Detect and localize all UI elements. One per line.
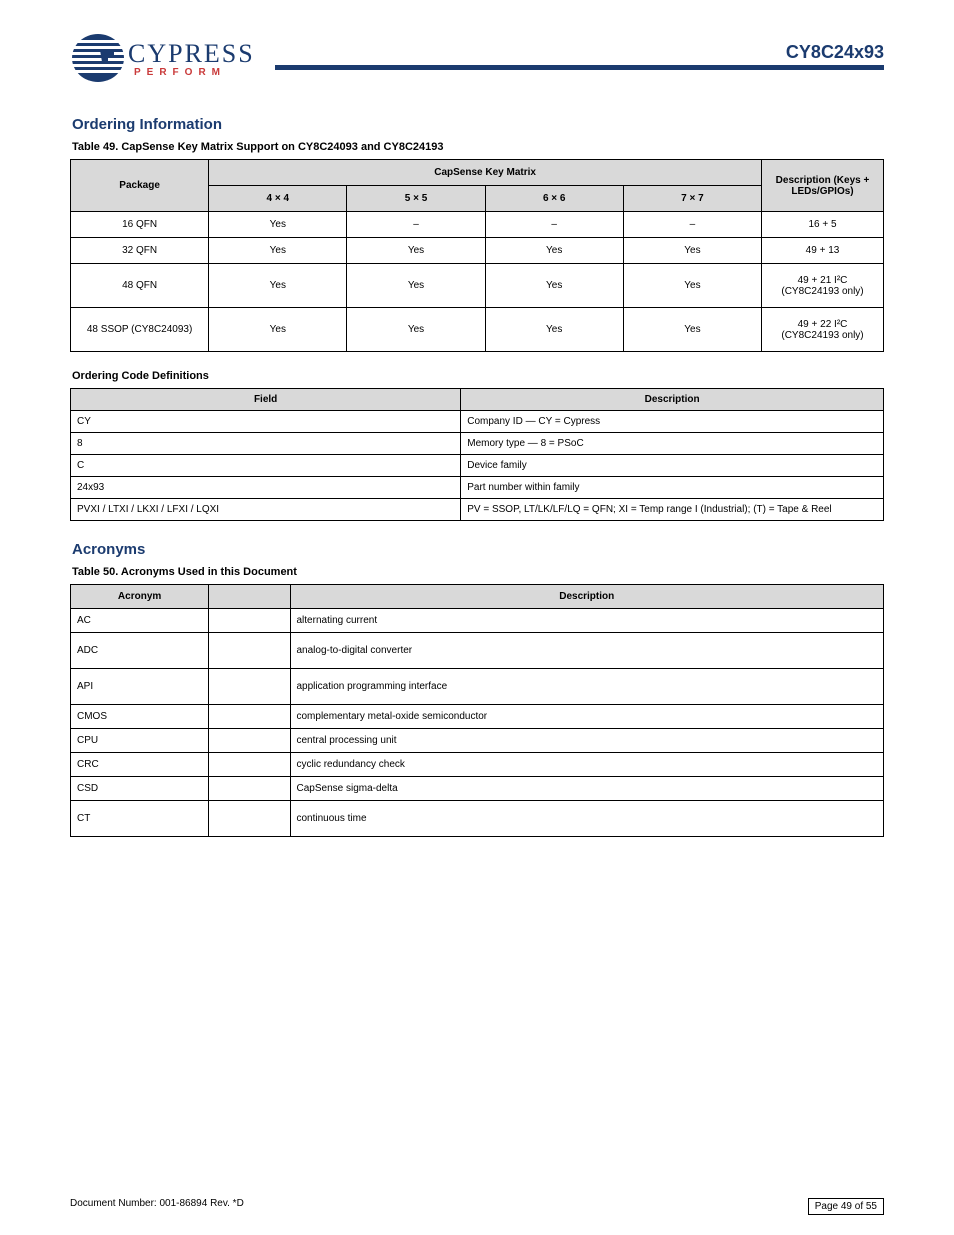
table-row: 24x93Part number within family xyxy=(71,477,884,499)
brand-tagline: PERFORM xyxy=(134,67,255,78)
th-blank xyxy=(209,585,290,609)
section-acronyms-title: Acronyms xyxy=(72,541,884,558)
th-field: Field xyxy=(71,389,461,411)
th-package: Package xyxy=(71,160,209,212)
brand-name: CYPRESS xyxy=(128,39,255,69)
globe-icon xyxy=(70,30,126,86)
header-rule xyxy=(275,65,884,70)
part-number: CY8C24x93 xyxy=(786,42,884,63)
table-row: CMOScomplementary metal-oxide semiconduc… xyxy=(71,705,884,729)
table-row: ACalternating current xyxy=(71,609,884,633)
table-row: 8Memory type — 8 = PSoC xyxy=(71,433,884,455)
table-row: CRCcyclic redundancy check xyxy=(71,753,884,777)
th-desc: Description (Keys + LEDs/GPIOs) xyxy=(762,160,884,212)
table-row: PVXI / LTXI / LKXI / LFXI / LQXIPV = SSO… xyxy=(71,499,884,521)
th-4x4: 4 × 4 xyxy=(209,186,347,212)
th-7x7: 7 × 7 xyxy=(623,186,761,212)
table-acronyms: Acronym Description ACalternating curren… xyxy=(70,584,884,837)
page-footer: Document Number: 001-86894 Rev. *D Page … xyxy=(70,1198,884,1215)
table1-caption: Table 49. CapSense Key Matrix Support on… xyxy=(72,141,884,153)
page-number: Page 49 of 55 xyxy=(808,1198,884,1215)
table-row: APIapplication programming interface xyxy=(71,669,884,705)
doc-number: Document Number: 001-86894 Rev. *D xyxy=(70,1198,244,1215)
table-key-matrix: Package CapSense Key Matrix Description … xyxy=(70,159,884,352)
table-row: CYCompany ID — CY = Cypress xyxy=(71,411,884,433)
section-ordering-title: Ordering Information xyxy=(72,116,884,133)
table-row: 48 SSOP (CY8C24093) Yes Yes Yes Yes 49 +… xyxy=(71,308,884,352)
table-row: 16 QFN Yes – – – 16 + 5 xyxy=(71,212,884,238)
th-keymatrix: CapSense Key Matrix xyxy=(209,160,762,186)
table-row: 48 QFN Yes Yes Yes Yes 49 + 21 I²C (CY8C… xyxy=(71,264,884,308)
table-row: 32 QFN Yes Yes Yes Yes 49 + 13 xyxy=(71,238,884,264)
table-row: CTcontinuous time xyxy=(71,801,884,837)
table-ordering-code: Field Description CYCompany ID — CY = Cy… xyxy=(70,388,884,521)
brand-logo: CYPRESS PERFORM xyxy=(70,30,255,86)
table-row: CSDCapSense sigma-delta xyxy=(71,777,884,801)
ordering-code-title: Ordering Code Definitions xyxy=(72,370,884,382)
table-row: CDevice family xyxy=(71,455,884,477)
table-row: ADCanalog-to-digital converter xyxy=(71,633,884,669)
th-6x6: 6 × 6 xyxy=(485,186,623,212)
th-5x5: 5 × 5 xyxy=(347,186,485,212)
th-acronym: Acronym xyxy=(71,585,209,609)
table-row: CPUcentral processing unit xyxy=(71,729,884,753)
th-description: Description xyxy=(461,389,884,411)
table3-caption: Table 50. Acronyms Used in this Document xyxy=(72,566,884,578)
th-ac-desc: Description xyxy=(290,585,884,609)
